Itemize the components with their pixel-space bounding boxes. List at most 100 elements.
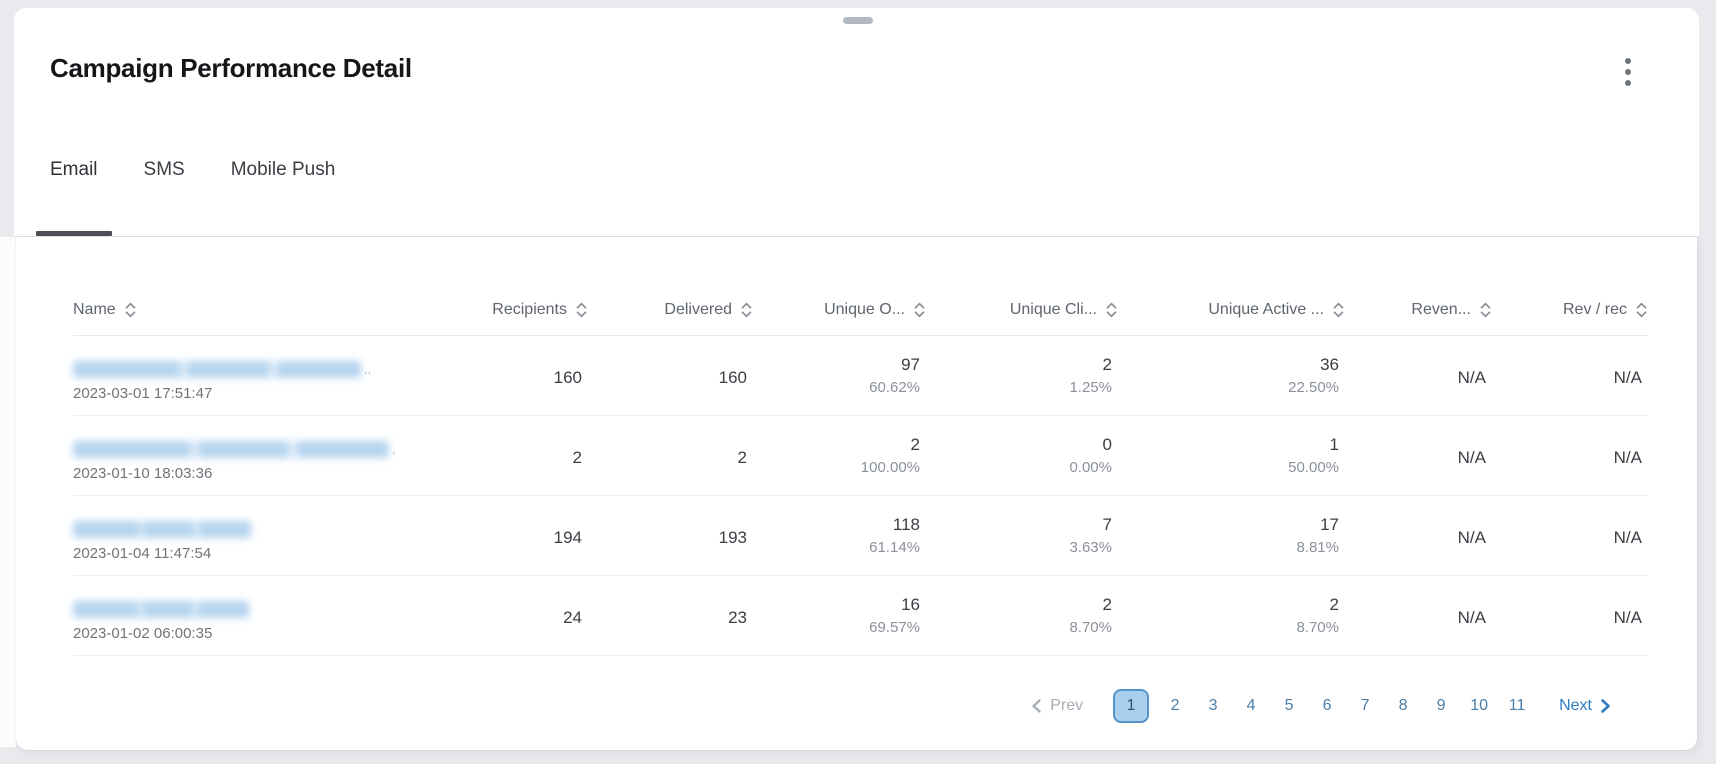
revenue-value: N/A (1457, 368, 1486, 387)
next-label: Next (1559, 696, 1592, 714)
column-header-unique-clicks[interactable]: Unique Cli... (926, 237, 1118, 336)
campaign-table-card: Name Recipients Delivered Unique O... (16, 237, 1697, 750)
campaign-sent-timestamp: 2023-01-04 11:47:54 (73, 544, 212, 562)
campaign-sent-timestamp: 2023-01-02 06:00:35 (73, 624, 213, 642)
tab-sms[interactable]: SMS (143, 159, 185, 180)
unique-active-value: 17 (1320, 514, 1339, 534)
pagination-page-10[interactable]: 10 (1470, 696, 1488, 714)
page-underlay (0, 237, 16, 747)
tab-email[interactable]: Email (36, 150, 112, 236)
campaign-name-link[interactable] (73, 520, 251, 538)
pagination-page-8[interactable]: 8 (1398, 696, 1408, 714)
column-label: Reven... (1411, 300, 1471, 318)
sort-icon (576, 302, 587, 317)
unique-clicks-pct: 0.00% (1069, 458, 1112, 476)
campaign-name-link[interactable] (73, 440, 389, 458)
kebab-dot (1625, 69, 1631, 75)
unique-active-pct: 50.00% (1288, 458, 1339, 476)
campaign-name-link[interactable] (73, 360, 361, 378)
column-label: Unique Active ... (1208, 300, 1324, 318)
sort-icon (914, 302, 925, 317)
column-header-revenue[interactable]: Reven... (1345, 237, 1492, 336)
prev-label: Prev (1050, 696, 1084, 714)
column-header-rev-per-rec[interactable]: Rev / rec (1492, 237, 1648, 336)
rev-per-rec-value: N/A (1613, 528, 1642, 547)
kebab-menu-button[interactable] (1615, 54, 1641, 90)
sort-icon (1106, 302, 1117, 317)
drag-handle[interactable] (843, 17, 873, 24)
unique-active-value: 1 (1329, 434, 1339, 454)
delivered-value: 2 (737, 448, 747, 467)
pagination-page-9[interactable]: 9 (1436, 696, 1446, 714)
kebab-dot (1625, 80, 1631, 86)
column-label: Rev / rec (1562, 300, 1627, 318)
column-label: Unique Cli... (1009, 300, 1097, 318)
unique-opens-pct: 60.62% (869, 378, 920, 396)
channel-tabs: Email SMS Mobile Push (36, 150, 349, 236)
pagination-page-7[interactable]: 7 (1360, 696, 1370, 714)
campaign-name-suffix: .. (364, 361, 372, 377)
unique-clicks-value: 2 (1102, 594, 1112, 614)
column-header-unique-opens[interactable]: Unique O... (753, 237, 926, 336)
campaign-sent-timestamp: 2023-01-10 18:03:36 (73, 464, 213, 482)
page-title: Campaign Performance Detail (50, 53, 412, 83)
delivered-value: 23 (728, 608, 747, 627)
pagination-prev-button[interactable]: Prev (1030, 697, 1083, 715)
table-row: 2023-01-04 11:47:54 194 193 118 61.14% 7 3… (73, 495, 1648, 576)
pagination-page-6[interactable]: 6 (1322, 696, 1332, 714)
chevron-left-icon (1032, 698, 1041, 713)
column-label: Recipients (492, 300, 567, 318)
pagination-page-11[interactable]: 11 (1508, 696, 1526, 714)
pagination-next-button[interactable]: Next (1559, 697, 1612, 715)
delivered-value: 160 (718, 368, 747, 387)
tab-mobile-push[interactable]: Mobile Push (230, 159, 336, 180)
pagination-page-1[interactable]: 1 (1113, 688, 1150, 723)
column-label: Unique O... (824, 300, 905, 318)
pagination-page-2[interactable]: 2 (1170, 696, 1180, 714)
unique-opens-pct: 69.57% (869, 618, 920, 636)
unique-clicks-value: 7 (1102, 514, 1112, 534)
unique-clicks-value: 0 (1102, 434, 1112, 454)
delivered-value: 193 (718, 528, 747, 547)
unique-active-pct: 8.81% (1296, 538, 1339, 556)
unique-clicks-pct: 1.25% (1069, 378, 1112, 396)
revenue-value: N/A (1457, 528, 1486, 547)
chevron-right-icon (1601, 698, 1610, 713)
sort-icon (741, 302, 752, 317)
column-header-unique-active[interactable]: Unique Active ... (1118, 237, 1345, 336)
campaign-name-suffix: . (392, 441, 396, 457)
rev-per-rec-value: N/A (1613, 608, 1642, 627)
unique-opens-value: 118 (892, 514, 920, 534)
pagination: Prev 1 2 3 4 5 6 7 8 9 10 11 Next (16, 688, 1612, 723)
pagination-page-5[interactable]: 5 (1284, 696, 1294, 714)
column-label: Delivered (664, 300, 732, 318)
sort-icon (1636, 302, 1647, 317)
recipients-value: 194 (553, 528, 582, 547)
unique-opens-value: 97 (901, 354, 920, 374)
sort-icon (1333, 302, 1344, 317)
campaign-sent-timestamp: 2023-03-01 17:51:47 (73, 384, 213, 402)
pagination-page-3[interactable]: 3 (1208, 696, 1218, 714)
unique-opens-pct: 61.14% (869, 538, 920, 556)
unique-opens-value: 2 (910, 434, 920, 454)
unique-active-pct: 22.50% (1288, 378, 1339, 396)
revenue-value: N/A (1457, 448, 1486, 467)
rev-per-rec-value: N/A (1613, 448, 1642, 467)
campaign-name-link[interactable] (73, 600, 249, 618)
campaign-performance-table: Name Recipients Delivered Unique O... (73, 237, 1648, 656)
unique-active-value: 2 (1329, 594, 1339, 614)
column-header-recipients[interactable]: Recipients (423, 237, 588, 336)
unique-clicks-pct: 8.70% (1069, 618, 1112, 636)
column-header-name[interactable]: Name (73, 237, 423, 336)
kebab-dot (1625, 58, 1631, 64)
sort-icon (125, 302, 136, 317)
recipients-value: 2 (572, 448, 582, 467)
column-label: Name (73, 300, 116, 318)
pagination-page-4[interactable]: 4 (1246, 696, 1256, 714)
recipients-value: 24 (563, 608, 582, 627)
rev-per-rec-value: N/A (1613, 368, 1642, 387)
table-header-row: Name Recipients Delivered Unique O... (73, 237, 1648, 336)
unique-active-value: 36 (1320, 354, 1339, 374)
unique-opens-value: 16 (901, 594, 920, 614)
column-header-delivered[interactable]: Delivered (588, 237, 753, 336)
